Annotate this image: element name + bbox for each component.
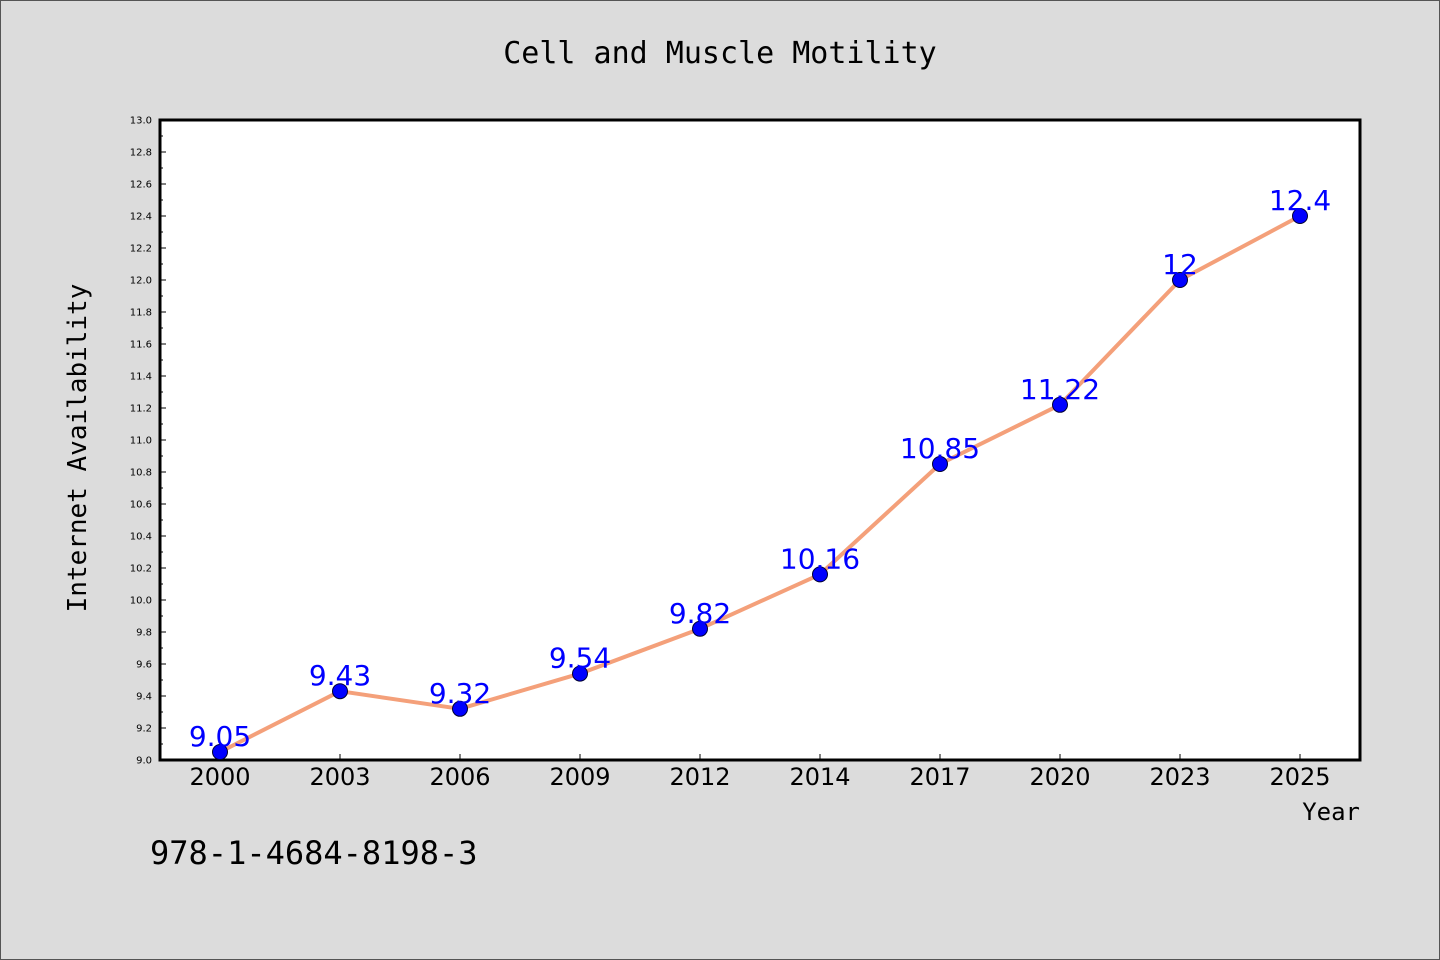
data-point	[1292, 208, 1308, 224]
x-tick-label: 2023	[1149, 763, 1210, 791]
data-point	[692, 620, 708, 637]
data-label: 10.85	[900, 432, 980, 465]
y-tick-label: 12.6	[130, 180, 152, 191]
data-point	[812, 566, 828, 583]
x-tick-label: 2012	[669, 763, 730, 791]
data-label: 9.32	[429, 677, 491, 710]
y-tick-label: 10.0	[130, 596, 152, 607]
y-axis-ticks: 9.0 9.2 9.4 9.6 9.8 10.0 10.2 10.4 10.6 10.8 11.0 1…	[130, 116, 166, 767]
y-tick-label: 11.4	[130, 372, 152, 383]
y-tick-label: 10.8	[130, 468, 152, 479]
x-tick-label: 2006	[429, 763, 490, 791]
chart-title: Cell and Muscle Motility	[503, 36, 936, 71]
y-tick-label: 9.0	[136, 756, 152, 767]
data-point	[212, 744, 228, 760]
x-tick-label: 2000	[189, 763, 250, 791]
y-tick-label: 12.0	[130, 276, 152, 287]
data-label: 10.16	[780, 542, 860, 575]
data-label: 9.43	[309, 659, 371, 692]
x-tick-label: 2025	[1269, 763, 1330, 791]
data-point	[452, 700, 468, 717]
y-tick-label: 11.8	[130, 308, 152, 319]
y-tick-label: 13.0	[130, 116, 152, 127]
y-tick-label: 9.6	[136, 660, 152, 671]
data-point	[332, 683, 348, 700]
y-tick-label: 10.2	[130, 564, 152, 575]
y-tick-label: 10.6	[130, 500, 152, 511]
data-point	[1172, 272, 1188, 288]
y-tick-label: 9.4	[136, 692, 152, 703]
data-label: 11.22	[1020, 373, 1100, 406]
y-tick-label: 11.6	[130, 340, 152, 351]
y-tick-label: 10.4	[130, 532, 152, 543]
y-tick-label: 11.0	[130, 436, 152, 447]
y-tick-label: 9.2	[136, 724, 152, 735]
footer-code: 978-1-4684-8198-3	[150, 834, 478, 872]
y-tick-label: 11.2	[130, 404, 152, 415]
y-tick-label: 12.4	[130, 212, 152, 223]
series-group: 9.05 9.43 9.32 9.54 9.82 10.16 10.85 11.22 12 12.…	[189, 184, 1331, 760]
y-axis-label: Internet Availability	[63, 284, 93, 613]
data-point	[932, 456, 948, 472]
series-line	[219, 214, 1301, 754]
y-tick-label: 9.8	[136, 628, 152, 639]
data-point	[1052, 396, 1068, 413]
x-axis-ticks: 2000 2003 2006 2009 2012 2014 2017 2020 2023 2025	[189, 754, 1331, 791]
data-label: 9.82	[669, 597, 731, 630]
x-tick-label: 2020	[1029, 763, 1090, 791]
data-label: 12	[1162, 248, 1198, 281]
y-tick-label: 12.2	[130, 244, 152, 255]
x-tick-label: 2017	[909, 763, 970, 791]
x-tick-label: 2014	[789, 763, 850, 791]
x-tick-label: 2003	[309, 763, 370, 791]
y-tick-label: 12.8	[130, 148, 152, 159]
data-label: 9.54	[549, 642, 611, 675]
x-axis-label: Year	[1302, 798, 1360, 826]
data-label: 9.05	[189, 720, 251, 753]
plot-area	[158, 118, 1362, 762]
data-point	[572, 665, 588, 682]
data-label: 12.4	[1269, 184, 1331, 217]
x-tick-label: 2009	[549, 763, 610, 791]
